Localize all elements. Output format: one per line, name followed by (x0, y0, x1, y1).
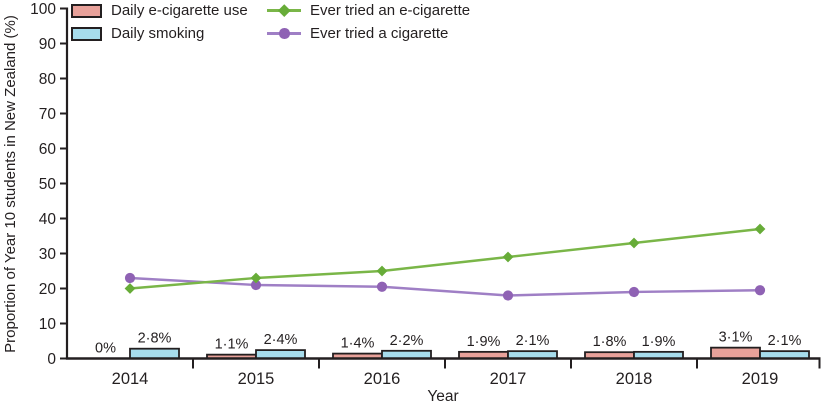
marker-diamond-ever-tried-an-e-cigarette-2016 (376, 265, 388, 277)
marker-diamond-ever-tried-an-e-cigarette-2015 (250, 272, 262, 284)
legend-swatch-daily-e-cigarette-use-icon (71, 3, 102, 18)
marker-diamond-ever-tried-an-e-cigarette-2018 (628, 237, 640, 249)
y-tick-label-100: 100 (30, 1, 56, 18)
legend-label-ever-tried-an-e-cigarette: Ever tried an e-cigarette (310, 2, 471, 19)
legend-line-circle-icon (267, 27, 301, 41)
legend-item-daily-e-cigarette-use: Daily e-cigarette use (71, 1, 248, 20)
bar-value-label-daily-e-cigarette-use-2017: 1·9% (467, 334, 501, 350)
bar-daily-smoking-2014 (129, 347, 180, 360)
line-ever-tried-a-cigarette (128, 276, 762, 297)
legend-column-bars: Daily e-cigarette use Daily smoking (71, 1, 248, 43)
marker-diamond-ever-tried-an-e-cigarette-2017 (502, 251, 514, 263)
marker-circle-ever-tried-a-cigarette-2015 (250, 279, 262, 291)
y-tick-label-0: 0 (47, 351, 56, 368)
bar-value-label-daily-smoking-2015: 2·4% (264, 332, 298, 348)
bar-value-label-daily-e-cigarette-use-2016: 1·4% (341, 336, 375, 352)
y-tick-label-90: 90 (39, 36, 57, 53)
bar-value-label-daily-e-cigarette-use-2015: 1·1% (215, 337, 249, 353)
legend-label-daily-e-cigarette-use: Daily e-cigarette use (111, 2, 248, 19)
y-tick-label-80: 80 (39, 71, 57, 88)
bar-value-label-daily-smoking-2016: 2·2% (390, 333, 424, 349)
bar-value-label-daily-smoking-2019: 2·1% (768, 333, 802, 349)
x-axis-title: Year (427, 388, 458, 405)
line-ever-tried-an-e-cigarette (128, 227, 762, 290)
legend-item-ever-tried-a-cigarette: Ever tried a cigarette (267, 24, 470, 43)
bar-value-label-daily-smoking-2014: 2·8% (138, 331, 172, 347)
chart-legend: Daily e-cigarette use Daily smoking Ever… (0, 1, 822, 45)
bar-daily-e-cigarette-use-2019 (710, 346, 761, 360)
legend-item-ever-tried-an-e-cigarette: Ever tried an e-cigarette (267, 1, 470, 20)
bar-daily-smoking-2015 (255, 349, 306, 360)
y-tick-label-30: 30 (39, 246, 57, 263)
x-year-label-2016: 2016 (364, 370, 401, 388)
marker-circle-ever-tried-a-cigarette-2018 (628, 286, 640, 298)
legend-label-daily-smoking: Daily smoking (111, 25, 205, 42)
legend-swatch-daily-smoking-icon (71, 26, 102, 41)
bar-value-label-daily-e-cigarette-use-2014: 0% (95, 341, 116, 357)
y-tick-label-70: 70 (39, 106, 57, 123)
y-tick-label-40: 40 (39, 211, 57, 228)
marker-circle-ever-tried-a-cigarette-2017 (502, 290, 514, 301)
bar-value-label-daily-smoking-2018: 1·9% (642, 334, 676, 350)
legend-item-daily-smoking: Daily smoking (71, 24, 248, 43)
y-tick-label-20: 20 (39, 281, 57, 298)
marker-diamond-ever-tried-an-e-cigarette-2014 (124, 283, 136, 294)
x-year-label-2017: 2017 (490, 370, 527, 388)
marker-circle-ever-tried-a-cigarette-2019 (754, 285, 766, 296)
y-axis-title: Proportion of Year 10 students in New Ze… (2, 15, 19, 353)
bar-value-label-daily-smoking-2017: 2·1% (516, 333, 550, 349)
legend-column-lines: Ever tried an e-cigarette Ever tried a c… (267, 1, 470, 43)
x-year-label-2018: 2018 (616, 370, 653, 388)
y-tick-label-60: 60 (39, 141, 57, 158)
marker-circle-ever-tried-a-cigarette-2014 (124, 272, 136, 284)
y-tick-label-10: 10 (39, 316, 57, 333)
bar-value-label-daily-e-cigarette-use-2018: 1·8% (593, 334, 627, 350)
bar-value-label-daily-e-cigarette-use-2019: 3·1% (719, 330, 753, 346)
legend-label-ever-tried-a-cigarette: Ever tried a cigarette (310, 25, 449, 42)
y-tick-label-50: 50 (39, 176, 57, 193)
marker-circle-ever-tried-a-cigarette-2016 (376, 281, 388, 292)
x-year-label-2019: 2019 (742, 370, 779, 388)
x-year-label-2014: 2014 (112, 370, 149, 388)
x-year-label-2015: 2015 (238, 370, 275, 388)
marker-diamond-ever-tried-an-e-cigarette-2019 (754, 223, 766, 235)
legend-line-diamond-icon (267, 4, 301, 18)
